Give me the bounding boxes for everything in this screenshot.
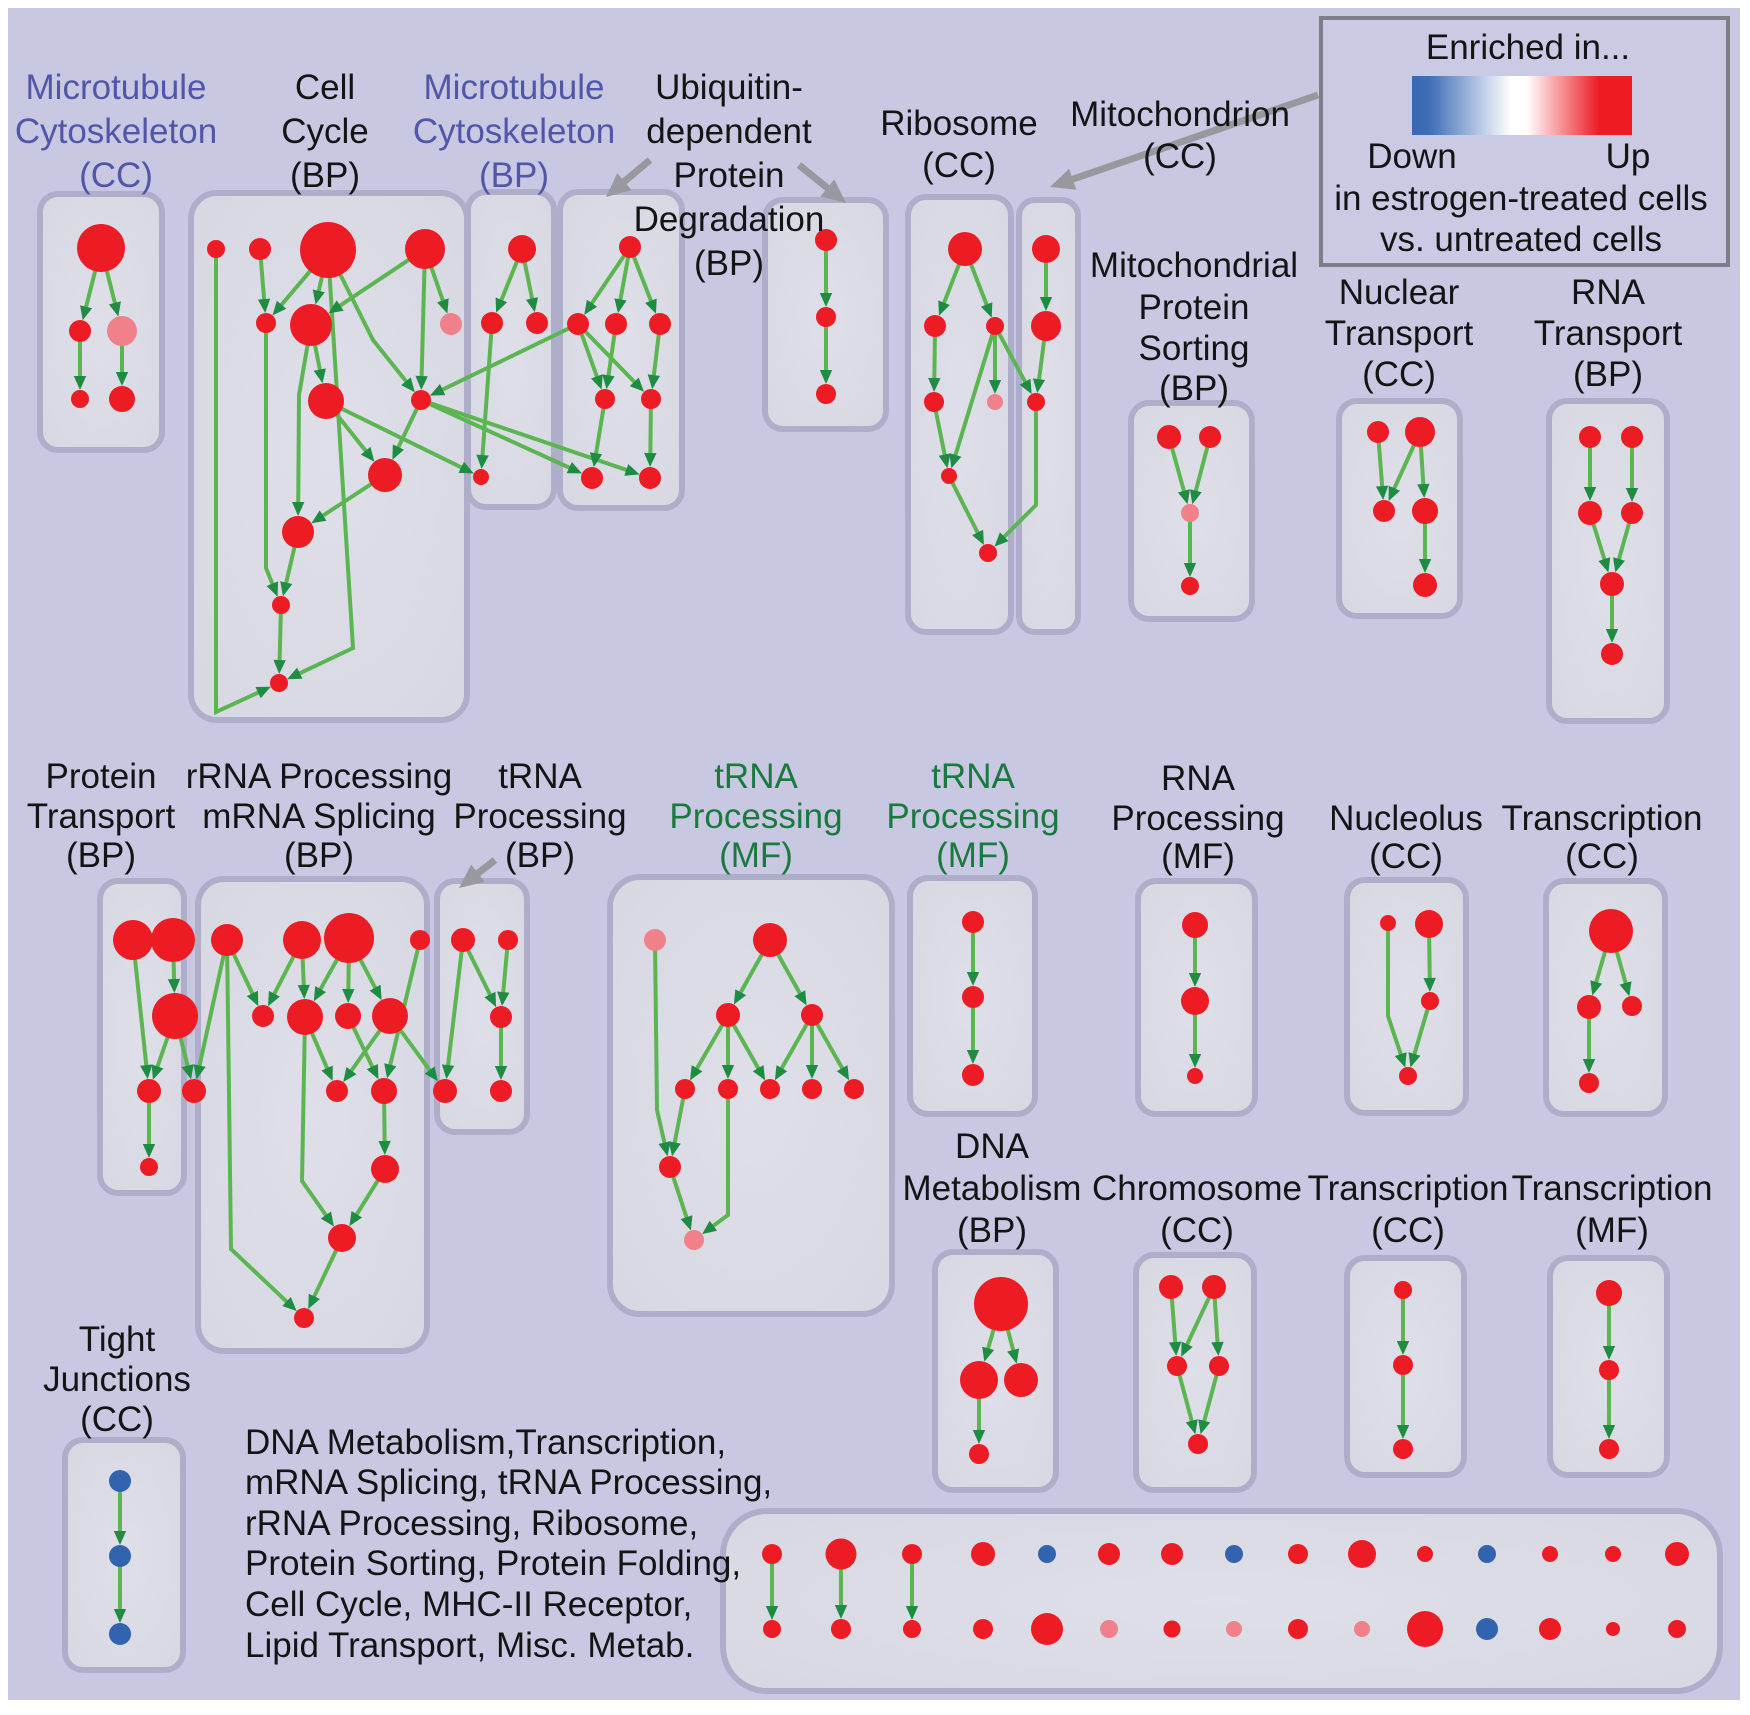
svg-text:(MF): (MF) bbox=[1161, 837, 1235, 876]
svg-text:(MF): (MF) bbox=[1575, 1211, 1649, 1250]
svg-text:(MF): (MF) bbox=[936, 836, 1010, 875]
svg-text:(BP): (BP) bbox=[66, 836, 136, 875]
svg-text:Tight: Tight bbox=[79, 1320, 156, 1359]
svg-text:Protein: Protein bbox=[46, 757, 157, 796]
svg-text:dependent: dependent bbox=[646, 112, 812, 151]
svg-text:(BP): (BP) bbox=[694, 244, 764, 283]
svg-text:mRNA Splicing, tRNA Processing: mRNA Splicing, tRNA Processing, bbox=[245, 1463, 772, 1502]
svg-text:(BP): (BP) bbox=[284, 836, 354, 875]
svg-text:in estrogen-treated cells: in estrogen-treated cells bbox=[1334, 179, 1708, 218]
svg-text:tRNA: tRNA bbox=[931, 757, 1015, 796]
svg-text:Microtubule: Microtubule bbox=[26, 68, 207, 107]
svg-text:Transport: Transport bbox=[27, 797, 176, 836]
svg-text:Transport: Transport bbox=[1534, 314, 1683, 353]
svg-text:(BP): (BP) bbox=[505, 836, 575, 875]
svg-text:(CC): (CC) bbox=[1362, 355, 1436, 394]
svg-text:(MF): (MF) bbox=[719, 836, 793, 875]
svg-text:tRNA: tRNA bbox=[498, 757, 582, 796]
svg-text:(CC): (CC) bbox=[922, 146, 996, 185]
svg-text:Nuclear: Nuclear bbox=[1339, 273, 1460, 312]
svg-text:Cell: Cell bbox=[295, 68, 355, 107]
svg-text:Transcription: Transcription bbox=[1512, 1169, 1713, 1208]
svg-text:Transport: Transport bbox=[1325, 314, 1474, 353]
svg-text:vs. untreated cells: vs. untreated cells bbox=[1380, 220, 1662, 259]
svg-text:Protein: Protein bbox=[1139, 288, 1250, 327]
svg-text:Cytoskeleton: Cytoskeleton bbox=[15, 112, 217, 151]
svg-text:Cell Cycle, MHC-II Receptor,: Cell Cycle, MHC-II Receptor, bbox=[245, 1585, 692, 1624]
svg-text:mRNA Splicing: mRNA Splicing bbox=[202, 797, 435, 836]
svg-text:(BP): (BP) bbox=[290, 156, 360, 195]
svg-text:(CC): (CC) bbox=[79, 156, 153, 195]
svg-text:Nucleolus: Nucleolus bbox=[1329, 799, 1483, 838]
svg-text:(BP): (BP) bbox=[479, 156, 549, 195]
svg-text:Junctions: Junctions bbox=[43, 1360, 191, 1399]
svg-text:Chromosome: Chromosome bbox=[1092, 1169, 1302, 1208]
svg-text:Transcription: Transcription bbox=[1502, 799, 1703, 838]
svg-text:Cytoskeleton: Cytoskeleton bbox=[413, 112, 615, 151]
svg-text:Degradation: Degradation bbox=[634, 200, 825, 239]
svg-text:RNA: RNA bbox=[1161, 759, 1236, 798]
svg-text:Up: Up bbox=[1606, 137, 1651, 176]
svg-text:(BP): (BP) bbox=[1573, 355, 1643, 394]
svg-text:Metabolism: Metabolism bbox=[903, 1169, 1082, 1208]
svg-text:Sorting: Sorting bbox=[1139, 329, 1250, 368]
svg-text:Processing: Processing bbox=[886, 797, 1059, 836]
svg-text:Processing: Processing bbox=[1111, 799, 1284, 838]
svg-text:DNA Metabolism,Transcription,: DNA Metabolism,Transcription, bbox=[245, 1423, 726, 1462]
svg-text:Mitochondrial: Mitochondrial bbox=[1090, 246, 1298, 285]
svg-text:Down: Down bbox=[1367, 137, 1456, 176]
svg-text:Protein: Protein bbox=[674, 156, 785, 195]
svg-text:(CC): (CC) bbox=[80, 1400, 154, 1439]
svg-text:Ubiquitin-: Ubiquitin- bbox=[655, 68, 803, 107]
svg-text:Processing: Processing bbox=[669, 797, 842, 836]
svg-text:rRNA Processing, Ribosome,: rRNA Processing, Ribosome, bbox=[245, 1504, 698, 1543]
svg-text:tRNA: tRNA bbox=[714, 757, 798, 796]
svg-text:Lipid Transport, Misc. Metab.: Lipid Transport, Misc. Metab. bbox=[245, 1626, 694, 1665]
svg-text:(BP): (BP) bbox=[957, 1211, 1027, 1250]
svg-text:Enriched in...: Enriched in... bbox=[1426, 28, 1630, 67]
svg-text:(CC): (CC) bbox=[1369, 837, 1443, 876]
svg-text:Processing: Processing bbox=[453, 797, 626, 836]
svg-text:Protein Sorting, Protein Foldi: Protein Sorting, Protein Folding, bbox=[245, 1544, 741, 1583]
svg-text:Ribosome: Ribosome bbox=[880, 104, 1038, 143]
svg-text:Transcription: Transcription bbox=[1308, 1169, 1509, 1208]
svg-text:DNA: DNA bbox=[955, 1127, 1030, 1166]
svg-text:rRNA Processing: rRNA Processing bbox=[186, 757, 452, 796]
svg-text:(BP): (BP) bbox=[1159, 369, 1229, 408]
svg-text:Microtubule: Microtubule bbox=[424, 68, 605, 107]
svg-text:RNA: RNA bbox=[1571, 273, 1646, 312]
svg-text:(CC): (CC) bbox=[1143, 137, 1217, 176]
svg-text:Mitochondrion: Mitochondrion bbox=[1070, 95, 1290, 134]
svg-text:(CC): (CC) bbox=[1160, 1211, 1234, 1250]
svg-text:(CC): (CC) bbox=[1565, 837, 1639, 876]
svg-text:(CC): (CC) bbox=[1371, 1211, 1445, 1250]
svg-text:Cycle: Cycle bbox=[281, 112, 369, 151]
